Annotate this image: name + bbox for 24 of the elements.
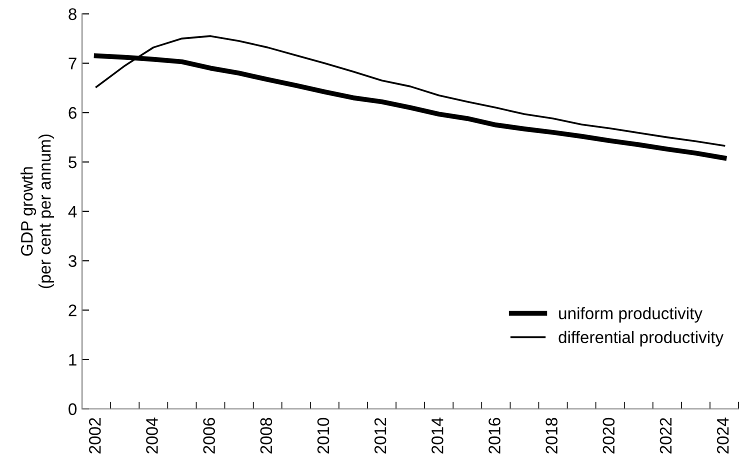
x-tick-label: 2018: [546, 418, 558, 454]
y-tick-label: 7: [68, 58, 76, 70]
x-tick-label: 2006: [203, 418, 215, 454]
y-tick-label: 2: [68, 304, 76, 316]
y-tick-label: 1: [69, 354, 76, 366]
x-tick-label: 2022: [660, 418, 672, 454]
x-tick-label: 2014: [432, 418, 444, 454]
y-axis-title: GDP growth (per cent per annum): [20, 134, 54, 288]
x-tick-label: 2024: [716, 418, 729, 454]
x-tick-label: 2002: [89, 418, 101, 454]
x-tick-label: 2004: [146, 418, 158, 454]
x-tick-label: 2010: [317, 418, 330, 454]
y-tick-label: 0: [68, 403, 77, 416]
y-tick-label: 3: [68, 255, 76, 267]
y-tick-label: 4: [68, 206, 77, 218]
legend-label: differential productivity: [558, 330, 724, 346]
y-tick-label: 6: [68, 107, 76, 119]
x-tick-label: 2008: [260, 418, 272, 454]
y-tick-label: 5: [68, 156, 76, 168]
legend-label: uniform productivity: [559, 307, 702, 323]
x-tick-label: 2016: [488, 418, 500, 454]
x-tick-label: 2012: [374, 418, 386, 454]
y-tick-label: 8: [68, 8, 76, 20]
x-tick-label: 2020: [602, 418, 615, 454]
